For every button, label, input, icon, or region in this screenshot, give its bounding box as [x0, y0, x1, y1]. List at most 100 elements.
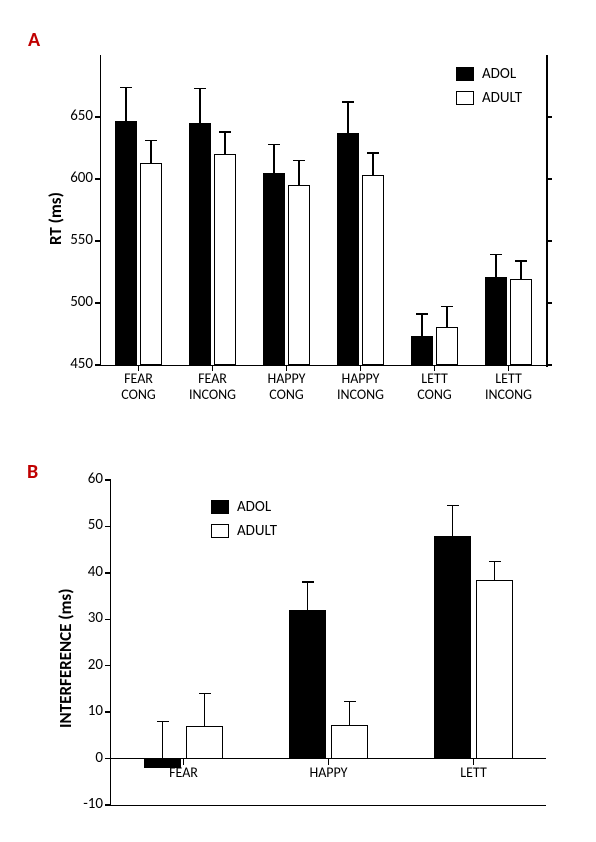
y-tick — [105, 711, 111, 713]
error-cap — [293, 160, 305, 161]
bar — [476, 580, 513, 759]
y-tick-label: 60 — [63, 470, 103, 488]
error-bar — [307, 582, 308, 610]
error-bar — [162, 721, 163, 767]
y-tick-label: 500 — [53, 293, 93, 311]
legend-item: ADULT — [211, 522, 277, 540]
bar — [362, 175, 384, 365]
error-cap — [489, 561, 501, 562]
error-bar — [273, 144, 274, 173]
bar — [485, 277, 507, 365]
error-cap — [490, 254, 502, 255]
legend-label: ADOL — [482, 65, 516, 83]
error-bar — [347, 102, 348, 133]
y-tick — [95, 364, 101, 366]
legend: ADOL ADULT — [211, 498, 277, 546]
error-cap — [515, 260, 527, 261]
bar — [189, 123, 211, 365]
plot-area: 450500550600650FEARCONGFEARINCONGHAPPYCO… — [100, 55, 546, 366]
y-axis-label: RT (ms) — [45, 192, 66, 245]
bar — [411, 336, 433, 365]
panel-a-label: A — [28, 28, 40, 52]
legend-swatch — [456, 67, 474, 81]
x-category-label: FEAR — [111, 765, 256, 781]
x-category-label: HAPPYINCONG — [324, 371, 398, 403]
bar — [263, 173, 285, 365]
error-bar — [452, 506, 453, 536]
y-tick — [95, 302, 101, 304]
error-bar — [494, 561, 495, 580]
error-bar — [150, 141, 151, 163]
x-category-label: FEARCONG — [102, 371, 176, 403]
legend-swatch — [211, 500, 229, 514]
x-category-label: LETT — [401, 765, 546, 781]
y-tick — [546, 240, 552, 242]
legend: ADOL ADULT — [456, 65, 522, 113]
error-bar — [125, 87, 126, 120]
legend-swatch — [456, 91, 474, 105]
error-cap — [157, 721, 169, 722]
y-tick-label: 600 — [53, 169, 93, 187]
error-bar — [421, 314, 422, 336]
y-tick — [95, 178, 101, 180]
error-cap — [367, 152, 379, 153]
legend-item: ADOL — [211, 498, 277, 516]
bar — [331, 725, 368, 759]
error-cap — [441, 306, 453, 307]
y-tick-label: 450 — [53, 355, 93, 373]
zero-line — [111, 758, 546, 760]
y-axis-label: INTERFERENCE (ms) — [55, 588, 76, 728]
y-tick — [105, 665, 111, 667]
bar — [436, 327, 458, 365]
error-cap — [447, 505, 459, 506]
x-category-label: LETTCONG — [398, 371, 472, 403]
error-cap — [219, 131, 231, 132]
bar — [289, 610, 326, 759]
panel-a-chart: 450500550600650FEARCONGFEARINCONGHAPPYCO… — [100, 55, 545, 365]
error-cap — [302, 581, 314, 582]
error-cap — [194, 88, 206, 89]
y-tick — [95, 240, 101, 242]
error-cap — [199, 693, 211, 694]
y-tick-label: 50 — [63, 516, 103, 534]
panel-b-chart: -100102030405060FEARHAPPYLETTADOLADULTIN… — [110, 480, 545, 805]
error-bar — [349, 701, 350, 724]
plot-area: -100102030405060FEARHAPPYLETTADOLADULT — [110, 480, 546, 806]
error-bar — [520, 261, 521, 280]
error-bar — [199, 88, 200, 123]
y-tick-label: -10 — [63, 795, 103, 813]
bar — [434, 536, 471, 759]
bar — [214, 154, 236, 365]
legend-swatch — [211, 524, 229, 538]
y-tick — [105, 572, 111, 574]
y-tick-label: 0 — [63, 749, 103, 767]
y-tick — [105, 479, 111, 481]
error-bar — [446, 307, 447, 327]
error-cap — [268, 144, 280, 145]
error-cap — [342, 101, 354, 102]
y-tick-label: 650 — [53, 107, 93, 125]
x-category-label: FEARINCONG — [176, 371, 250, 403]
y-tick — [546, 178, 552, 180]
error-bar — [372, 153, 373, 175]
y-tick — [546, 302, 552, 304]
bar — [186, 726, 223, 759]
error-bar — [495, 255, 496, 277]
error-cap — [145, 140, 157, 141]
y-tick — [95, 116, 101, 118]
error-cap — [120, 87, 132, 88]
x-category-label: HAPPYCONG — [250, 371, 324, 403]
bar — [288, 185, 310, 365]
error-cap — [344, 701, 356, 702]
legend-label: ADOL — [237, 498, 271, 516]
y-tick-label: 40 — [63, 563, 103, 581]
y-tick — [105, 804, 111, 806]
error-bar — [224, 132, 225, 154]
x-category-label: LETTINCONG — [472, 371, 546, 403]
y-tick — [546, 116, 552, 118]
y-tick — [546, 364, 552, 366]
legend-item: ADOL — [456, 65, 522, 83]
error-bar — [298, 160, 299, 185]
bar — [140, 163, 162, 365]
legend-item: ADULT — [456, 89, 522, 107]
